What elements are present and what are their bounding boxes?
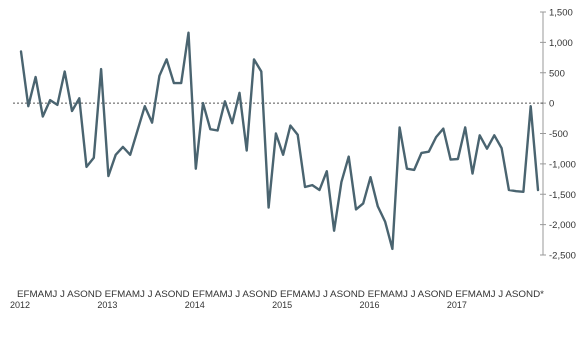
y-tick-label: -1,500 [549,190,576,201]
year-label: 2014 [185,300,205,310]
year-label: 2012 [10,300,30,310]
series-layer [19,31,540,251]
y-tick-label: 500 [549,68,565,79]
y-tick-label: -1,000 [549,159,576,170]
month-axis-labels: EFMAMJ J ASOND EFMAMJ J ASOND EFMAMJ J A… [17,289,545,299]
y-tick-label: -2,500 [549,251,576,262]
year-label: 2015 [272,300,292,310]
axes-layer [13,11,546,256]
y-tick-label: 1,000 [549,38,573,49]
series-line [19,31,540,251]
year-label: 2016 [360,300,380,310]
y-tick-label: -500 [549,129,568,140]
labels-layer: 1,500 1,000 500 0 -500 -1,000 -1,500 -2,000 -2,5… [10,8,576,311]
y-tick-label: -2,000 [549,220,576,231]
y-tick-label: 1,500 [549,8,573,19]
year-label: 2013 [97,300,117,310]
year-label: 2017 [447,300,467,310]
y-tick-label: 0 [549,99,554,110]
